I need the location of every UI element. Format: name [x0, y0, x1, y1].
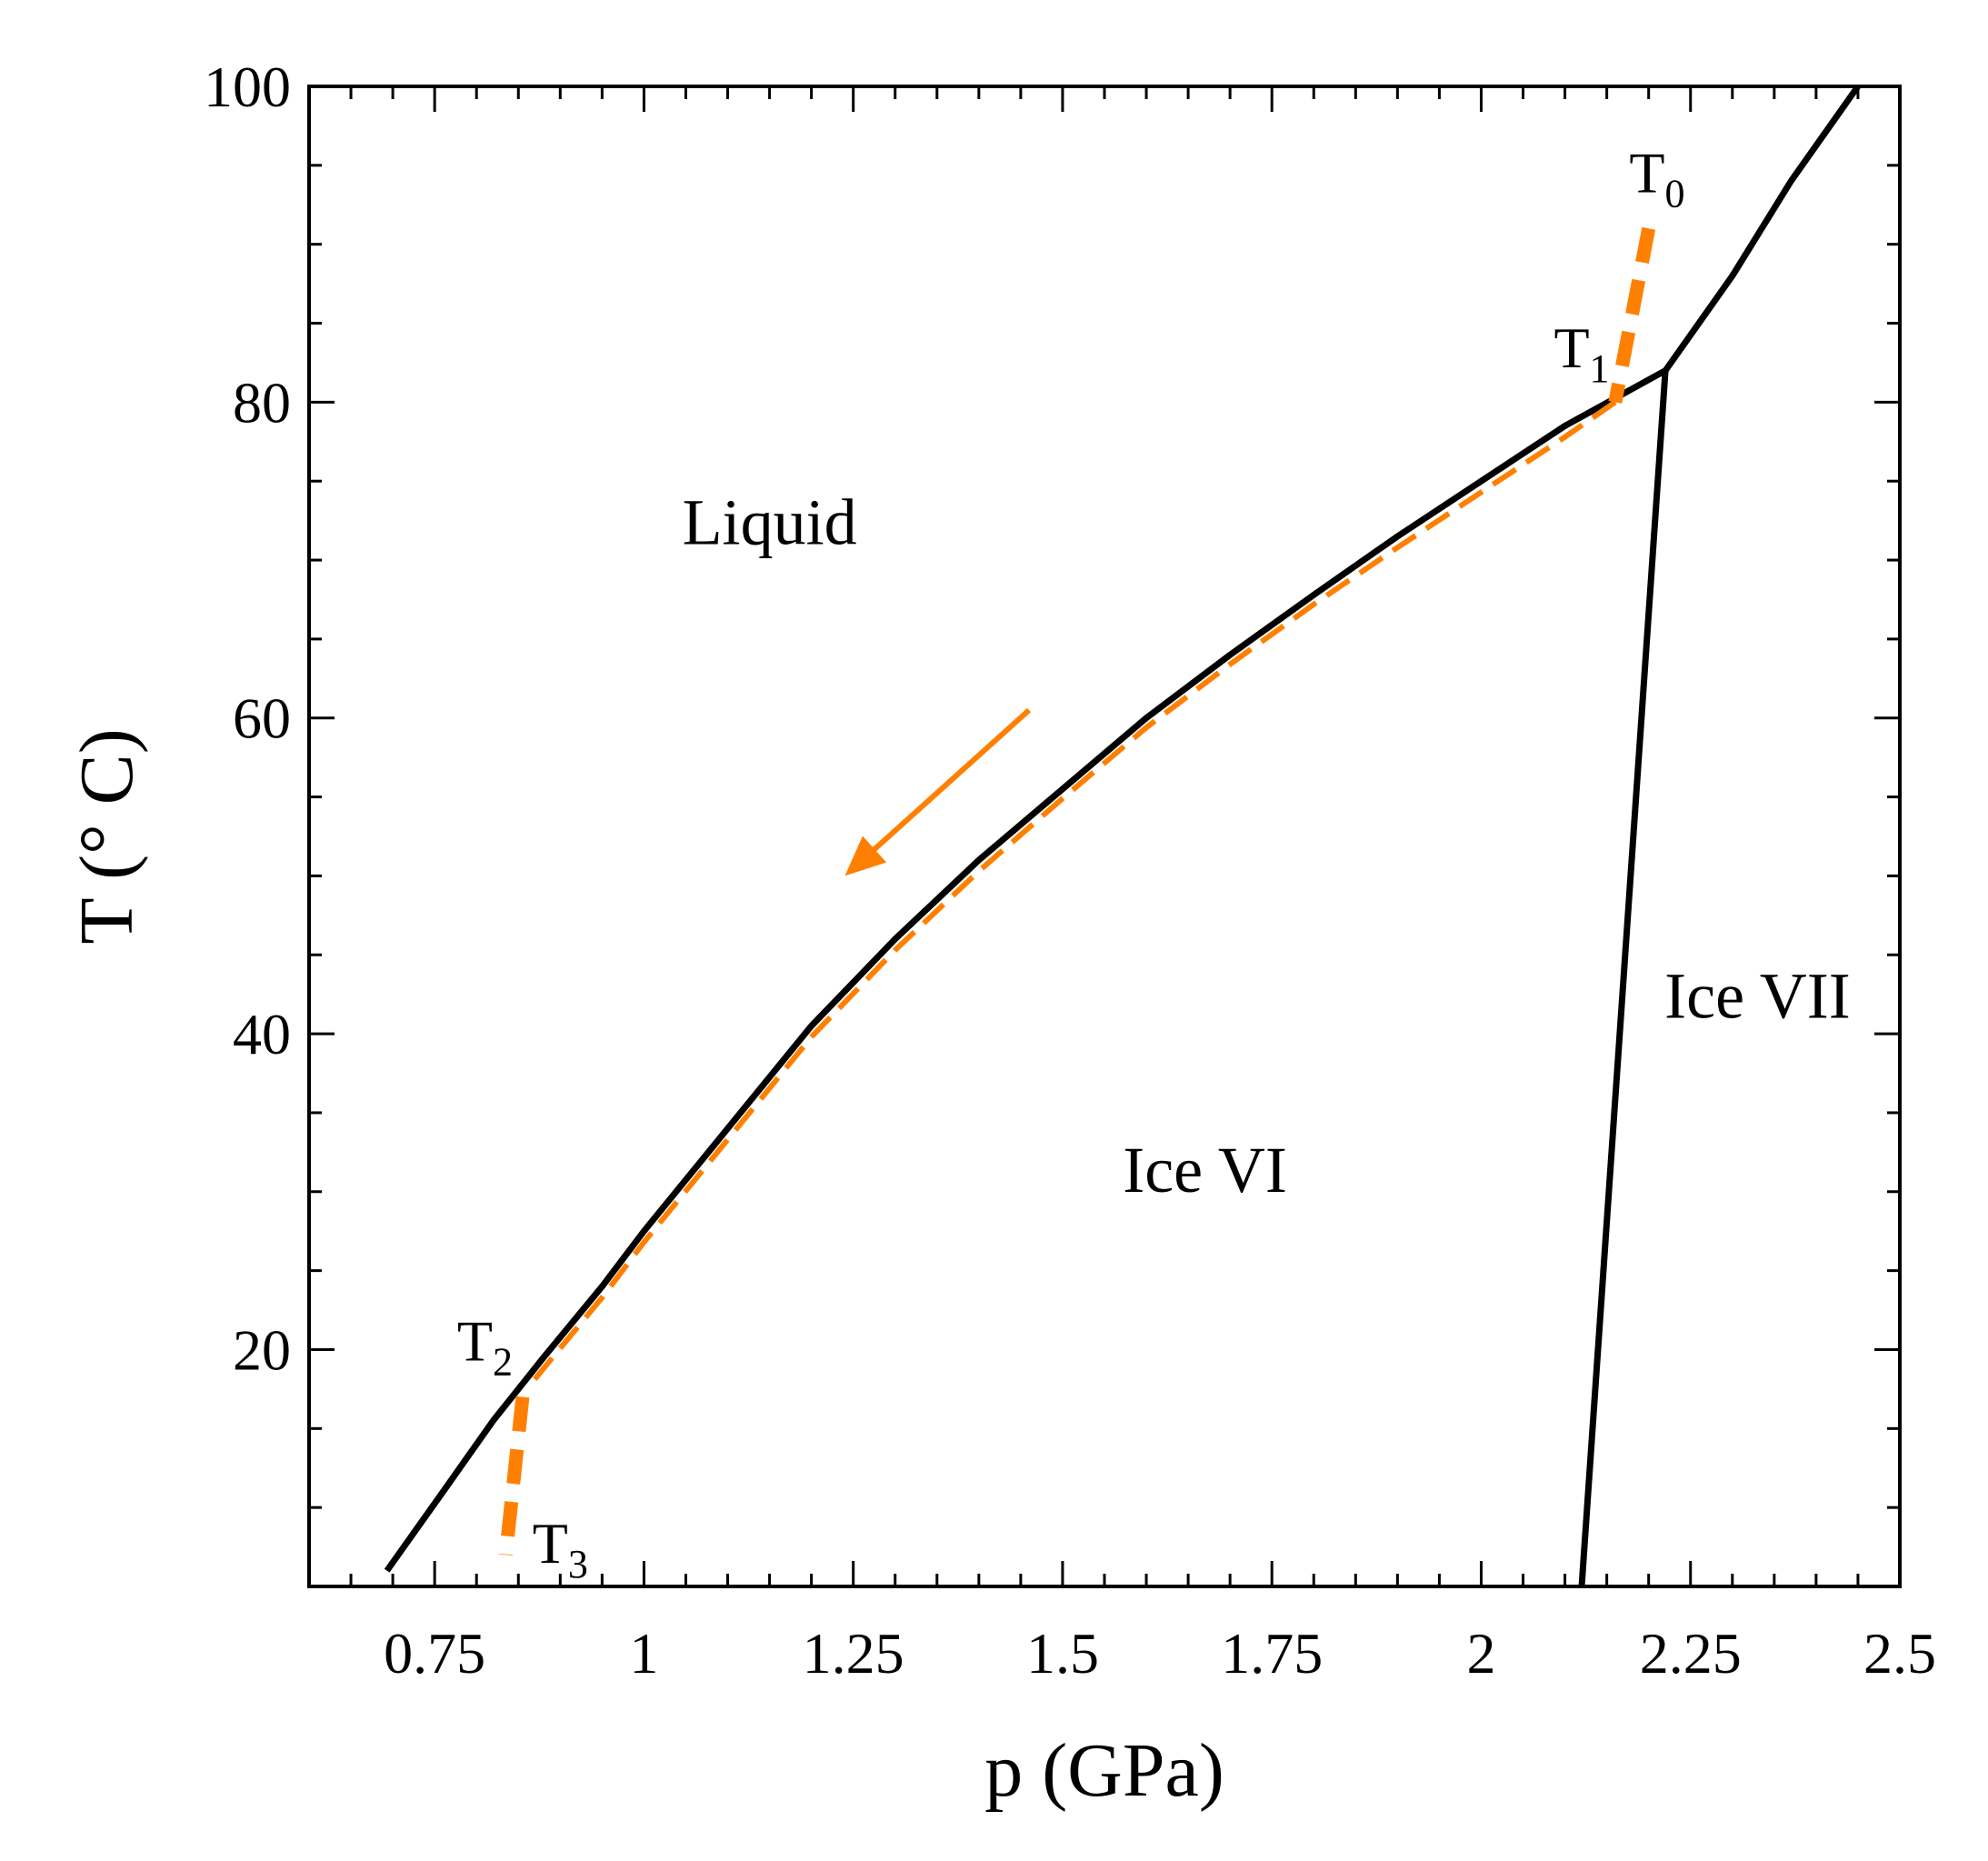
x-tick-label: 0.75	[384, 1621, 485, 1686]
direction-arrow-shaft	[852, 707, 1032, 870]
annotations: Liquid Ice VI Ice VII T0 T1 T2 T3	[457, 140, 1851, 1586]
region-label: Ice VI	[1123, 1134, 1287, 1206]
x-tick-label: 1	[629, 1621, 658, 1686]
series-line	[524, 399, 1617, 1391]
x-tick-label: 1.25	[803, 1621, 904, 1686]
direction-arrow-head	[844, 835, 887, 876]
series-line	[498, 1396, 530, 1556]
y-tick-label: 20	[233, 1317, 291, 1382]
tick-labels: 0.75 1 1.25 1.5 1.75 2 2.25 2.5 20 40 60 80 100	[204, 55, 1936, 1686]
y-tick-label: 80	[233, 370, 291, 435]
x-tick-label: 2.5	[1863, 1621, 1936, 1686]
region-label: Ice VII	[1664, 960, 1851, 1033]
phase-curves	[384, 86, 1861, 1586]
x-tick-label: 2	[1466, 1621, 1495, 1686]
series-line	[1578, 370, 1669, 1586]
point-label: T2	[457, 1309, 513, 1385]
y-axis-title: T (° C)	[65, 728, 149, 944]
plot-frame	[307, 85, 1902, 1588]
axis-ticks	[307, 85, 1902, 1588]
y-tick-label: 60	[233, 686, 291, 751]
x-tick-label: 1.5	[1026, 1621, 1099, 1686]
x-tick-label: 1.75	[1221, 1621, 1323, 1686]
point-label: T3	[533, 1511, 588, 1586]
x-axis-title: p (GPa)	[984, 1728, 1224, 1813]
point-label: T1	[1553, 315, 1609, 391]
y-tick-label: 100	[204, 55, 291, 119]
x-tick-label: 2.25	[1640, 1621, 1742, 1686]
region-label: Liquid	[683, 486, 857, 559]
point-label: T0	[1629, 140, 1684, 215]
series-line	[384, 86, 1861, 1573]
y-tick-label: 40	[233, 1002, 291, 1066]
series-line	[1608, 226, 1656, 404]
